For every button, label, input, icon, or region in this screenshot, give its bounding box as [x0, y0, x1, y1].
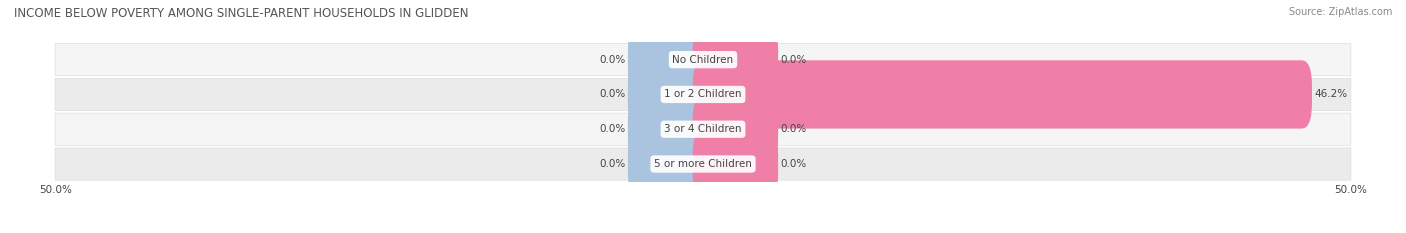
Text: Source: ZipAtlas.com: Source: ZipAtlas.com [1288, 7, 1392, 17]
Text: 0.0%: 0.0% [599, 55, 626, 65]
FancyBboxPatch shape [693, 25, 778, 94]
Text: 3 or 4 Children: 3 or 4 Children [664, 124, 742, 134]
Text: 0.0%: 0.0% [780, 55, 807, 65]
FancyBboxPatch shape [628, 130, 713, 198]
Text: 0.0%: 0.0% [599, 124, 626, 134]
Text: 46.2%: 46.2% [1315, 89, 1348, 99]
FancyBboxPatch shape [55, 113, 1351, 145]
Text: 0.0%: 0.0% [599, 89, 626, 99]
FancyBboxPatch shape [693, 130, 778, 198]
FancyBboxPatch shape [55, 44, 1351, 76]
FancyBboxPatch shape [628, 95, 713, 163]
Text: 1 or 2 Children: 1 or 2 Children [664, 89, 742, 99]
FancyBboxPatch shape [55, 78, 1351, 110]
Text: 0.0%: 0.0% [599, 159, 626, 169]
FancyBboxPatch shape [628, 60, 713, 129]
Text: No Children: No Children [672, 55, 734, 65]
Text: 5 or more Children: 5 or more Children [654, 159, 752, 169]
FancyBboxPatch shape [55, 148, 1351, 180]
Text: 0.0%: 0.0% [780, 159, 807, 169]
FancyBboxPatch shape [693, 95, 778, 163]
FancyBboxPatch shape [628, 25, 713, 94]
Text: 0.0%: 0.0% [780, 124, 807, 134]
Text: INCOME BELOW POVERTY AMONG SINGLE-PARENT HOUSEHOLDS IN GLIDDEN: INCOME BELOW POVERTY AMONG SINGLE-PARENT… [14, 7, 468, 20]
FancyBboxPatch shape [693, 60, 1312, 129]
